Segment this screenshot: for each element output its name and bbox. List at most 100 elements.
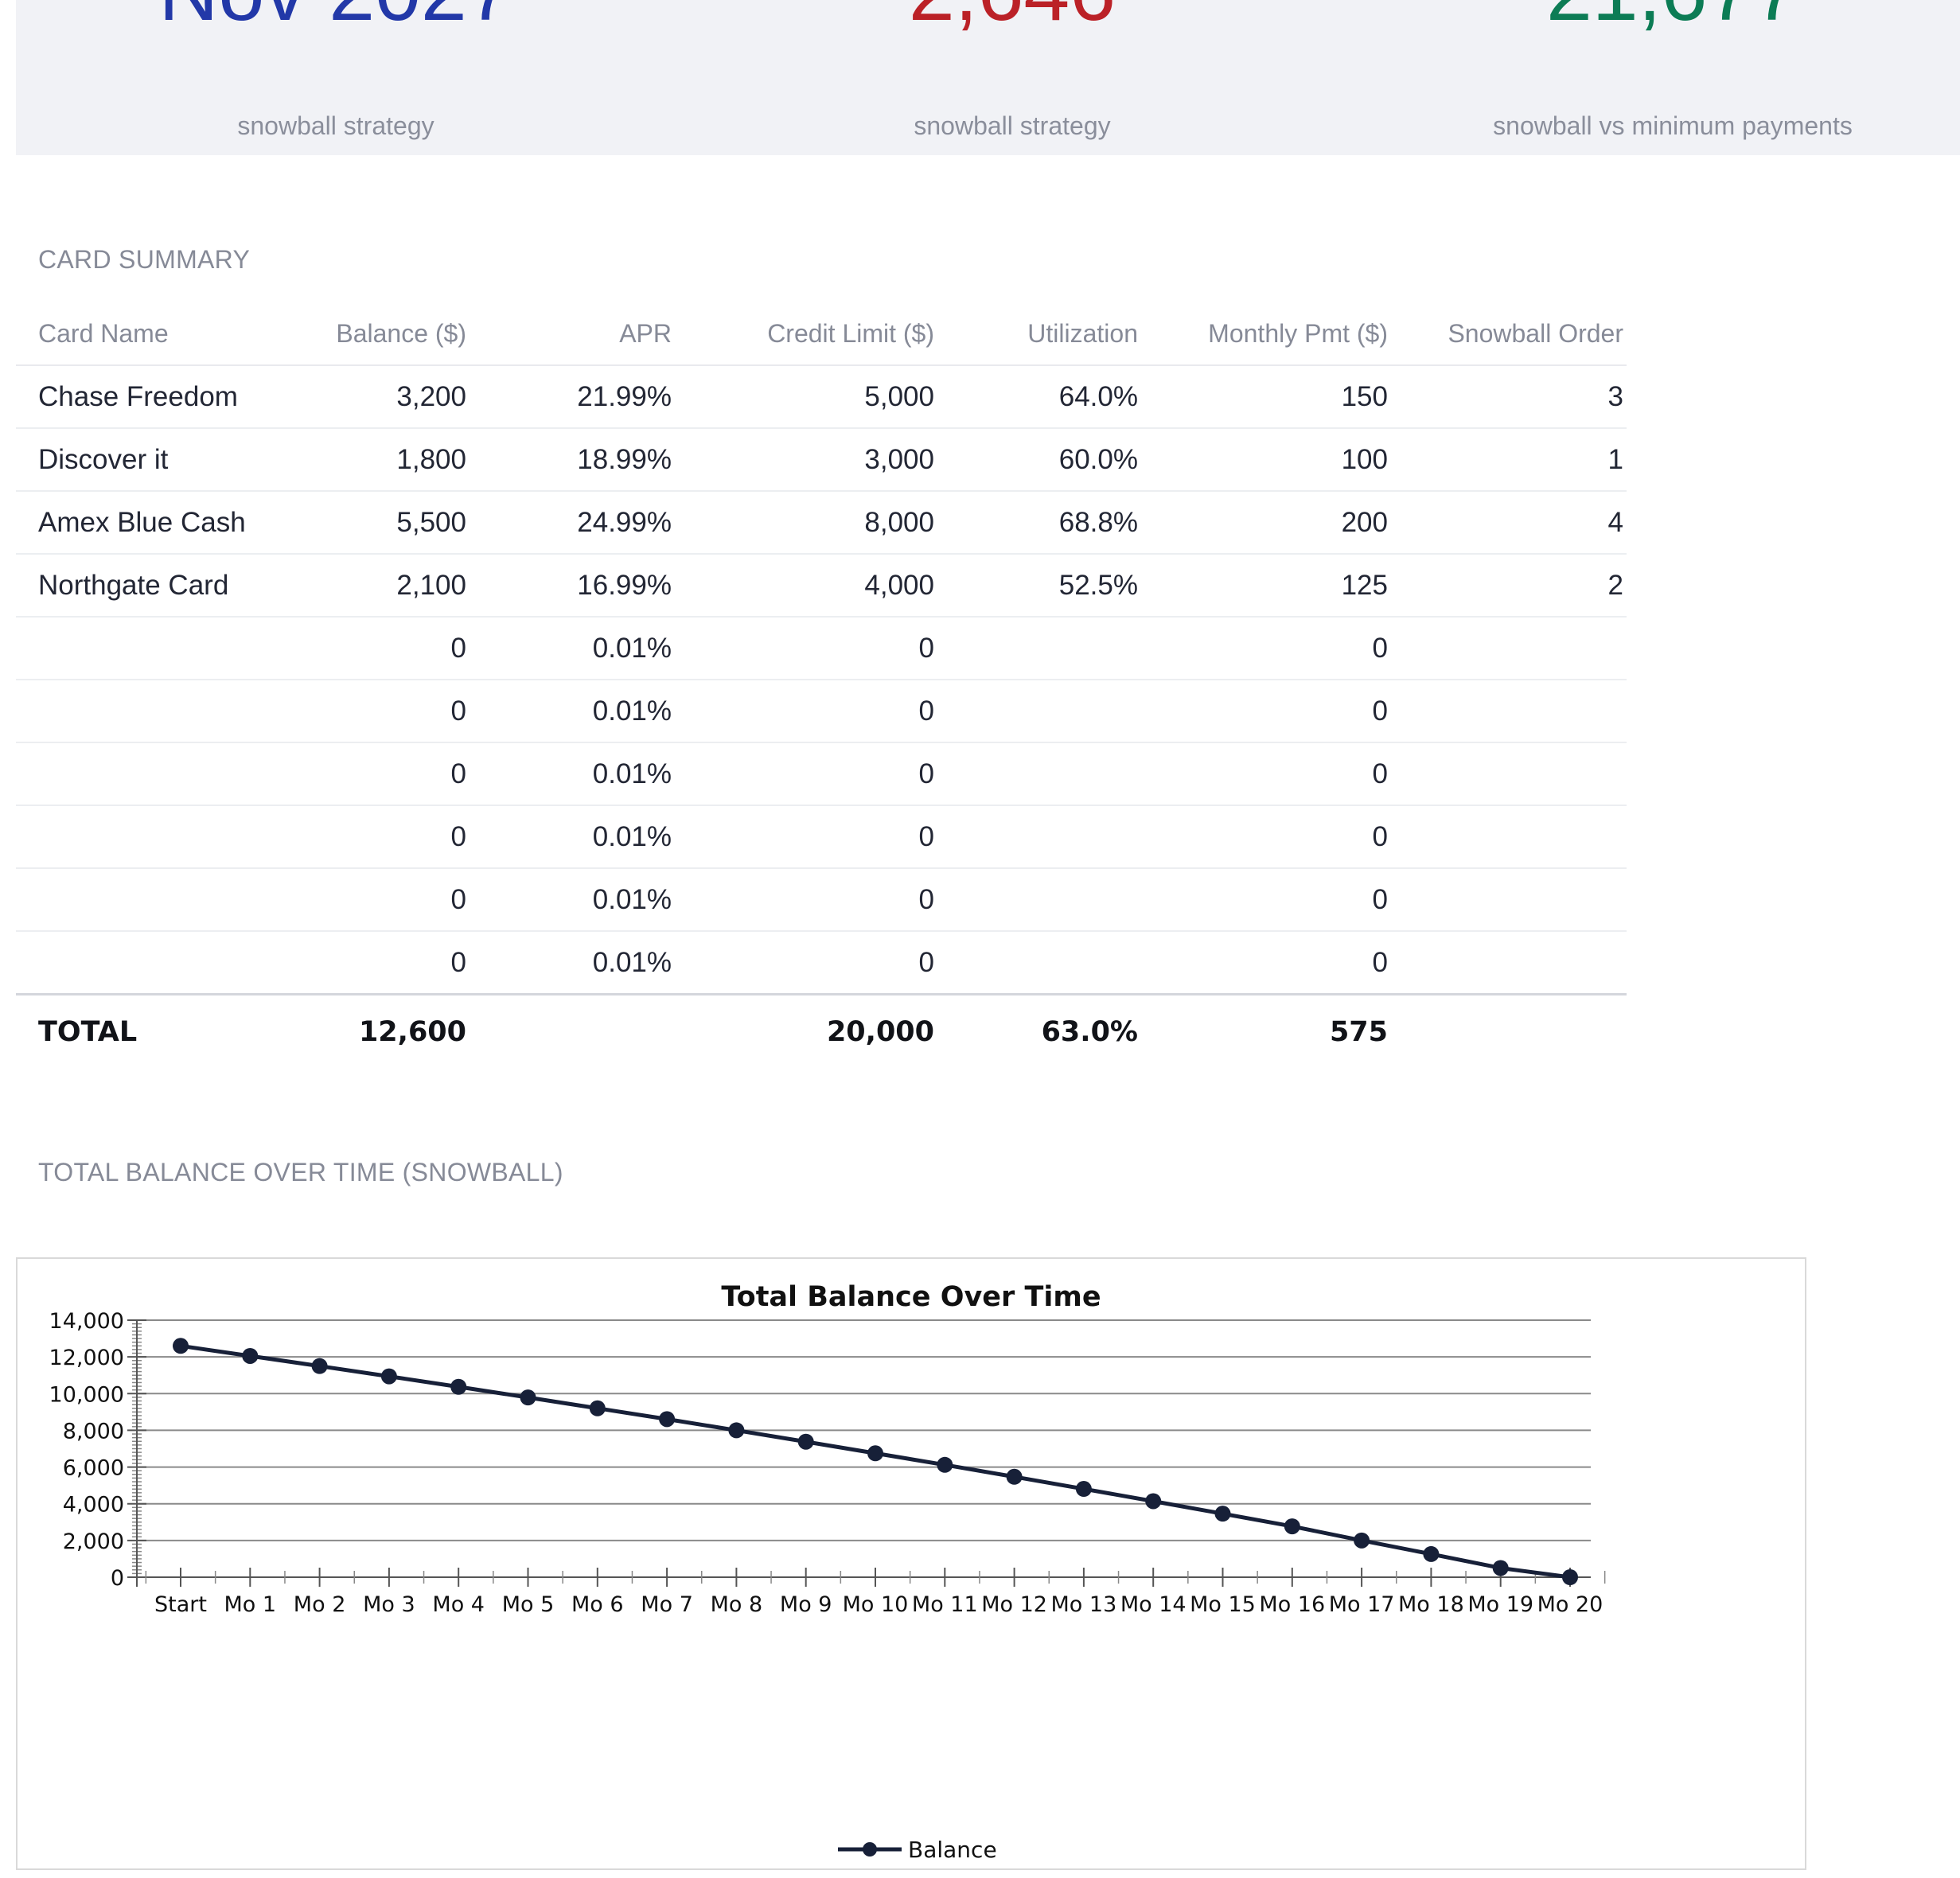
cell-balance: 5,500 xyxy=(255,491,470,555)
cell-apr: 16.99% xyxy=(470,554,675,618)
data-point[interactable] xyxy=(589,1400,606,1416)
data-point[interactable] xyxy=(520,1389,536,1406)
data-point[interactable] xyxy=(311,1358,328,1374)
y-tick-label: 14,000 xyxy=(49,1309,124,1334)
card-summary-table: Card Name Balance ($) APR Credit Limit (… xyxy=(16,302,1627,1069)
kpi-caption: snowball strategy xyxy=(237,111,434,140)
data-point[interactable] xyxy=(1354,1532,1370,1549)
cell-card-name xyxy=(16,742,255,806)
table-row[interactable]: 0 0.01% 0 0 xyxy=(16,868,1627,932)
cell-credit-limit: 8,000 xyxy=(675,491,937,555)
total-snowball-order xyxy=(1391,995,1627,1070)
data-point[interactable] xyxy=(659,1411,676,1428)
cell-apr: 0.01% xyxy=(470,805,675,869)
y-tick-label: 4,000 xyxy=(63,1493,124,1518)
cell-balance: 0 xyxy=(255,680,470,743)
data-point[interactable] xyxy=(1492,1560,1509,1576)
column-header-utilization[interactable]: Utilization xyxy=(937,302,1141,366)
column-header-monthly-payment[interactable]: Monthly Pmt ($) xyxy=(1141,302,1391,366)
table-row[interactable]: 0 0.01% 0 0 xyxy=(16,742,1627,806)
table-row[interactable]: Amex Blue Cash 5,500 24.99% 8,000 68.8% 200 4 xyxy=(16,491,1627,555)
cell-credit-limit: 4,000 xyxy=(675,554,937,618)
data-point[interactable] xyxy=(1284,1518,1300,1535)
chart-y-axis: 0 2,000 4,000 6,000 8,000 10,000 12,000 14,000 xyxy=(49,1309,146,1591)
cell-utilization xyxy=(937,680,1141,743)
balance-chart: Total Balance Over Time 0 2,000 4,000 6,000… xyxy=(16,1257,1806,1870)
cell-utilization: 52.5% xyxy=(937,554,1141,618)
table-row[interactable]: 0 0.01% 0 0 xyxy=(16,931,1627,995)
data-point[interactable] xyxy=(728,1422,745,1439)
cell-monthly-payment: 150 xyxy=(1141,365,1391,429)
legend-marker xyxy=(863,1842,877,1857)
cell-balance: 0 xyxy=(255,931,470,995)
table-row[interactable]: 0 0.01% 0 0 xyxy=(16,805,1627,869)
column-header-card-name[interactable]: Card Name xyxy=(16,302,255,366)
cell-snowball-order xyxy=(1391,742,1627,806)
kpi-savings: 21,677 snowball vs minimum payments xyxy=(1353,0,1960,155)
column-header-balance[interactable]: Balance ($) xyxy=(255,302,470,366)
cell-snowball-order: 2 xyxy=(1391,554,1627,618)
cell-snowball-order xyxy=(1391,805,1627,869)
data-point[interactable] xyxy=(450,1378,467,1395)
x-tick-label: Mo 11 xyxy=(912,1592,978,1617)
data-point[interactable] xyxy=(867,1445,883,1462)
cell-utilization: 64.0% xyxy=(937,365,1141,429)
data-point[interactable] xyxy=(173,1338,189,1354)
x-tick-label: Mo 2 xyxy=(294,1592,346,1617)
data-point[interactable] xyxy=(1006,1468,1023,1485)
data-point[interactable] xyxy=(937,1456,953,1473)
legend-label: Balance xyxy=(908,1837,997,1863)
cell-monthly-payment: 100 xyxy=(1141,428,1391,492)
card-rows: Chase Freedom 3,200 21.99% 5,000 64.0% 150 3 Di… xyxy=(16,365,1627,995)
data-point[interactable] xyxy=(1562,1569,1578,1585)
x-tick-label: Mo 19 xyxy=(1467,1592,1533,1617)
x-tick-label: Mo 10 xyxy=(843,1592,909,1617)
cell-snowball-order: 3 xyxy=(1391,365,1627,429)
column-header-snowball-order[interactable]: Snowball Order xyxy=(1391,302,1627,366)
table-row[interactable]: 0 0.01% 0 0 xyxy=(16,680,1627,743)
table-row[interactable]: Discover it 1,800 18.99% 3,000 60.0% 100 1 xyxy=(16,428,1627,492)
cell-snowball-order xyxy=(1391,617,1627,680)
cell-utilization: 60.0% xyxy=(937,428,1141,492)
cell-snowball-order xyxy=(1391,931,1627,995)
data-point[interactable] xyxy=(1145,1493,1162,1510)
data-point[interactable] xyxy=(797,1433,814,1450)
x-tick-label: Mo 8 xyxy=(711,1592,763,1617)
cell-balance: 0 xyxy=(255,617,470,680)
chart-title: Total Balance Over Time xyxy=(721,1281,1101,1313)
cell-utilization xyxy=(937,868,1141,932)
y-tick-label: 2,000 xyxy=(63,1529,124,1554)
data-point[interactable] xyxy=(1075,1481,1092,1498)
total-utilization: 63.0% xyxy=(1041,1016,1138,1048)
cell-apr: 0.01% xyxy=(470,680,675,743)
data-point[interactable] xyxy=(242,1347,259,1364)
cell-card-name xyxy=(16,680,255,743)
data-point[interactable] xyxy=(380,1368,397,1385)
x-tick-label: Mo 14 xyxy=(1120,1592,1187,1617)
chart-x-axis: Start Mo 1 Mo 2 Mo 3 Mo 4 Mo 5 Mo 6 Mo 7 Mo 8 Mo … xyxy=(137,1568,1606,1617)
cell-balance: 1,800 xyxy=(255,428,470,492)
x-tick-label: Mo 4 xyxy=(432,1592,485,1617)
kpi-band: Nov 2027 snowball strategy 2,646 snowbal… xyxy=(16,0,1960,155)
x-tick-label: Start xyxy=(154,1592,207,1617)
cell-credit-limit: 0 xyxy=(675,868,937,932)
total-monthly-payment: 575 xyxy=(1329,1016,1388,1048)
x-tick-label: Mo 17 xyxy=(1329,1592,1395,1617)
cell-card-name: Chase Freedom xyxy=(16,365,255,429)
table-row[interactable]: Northgate Card 2,100 16.99% 4,000 52.5% 125 2 xyxy=(16,554,1627,618)
x-tick-label: Mo 15 xyxy=(1190,1592,1256,1617)
column-header-credit-limit[interactable]: Credit Limit ($) xyxy=(675,302,937,366)
cell-card-name xyxy=(16,805,255,869)
table-header-row: Card Name Balance ($) APR Credit Limit (… xyxy=(16,302,1627,366)
data-point[interactable] xyxy=(1214,1506,1231,1522)
column-header-apr[interactable]: APR xyxy=(470,302,675,366)
balance-over-time-heading: TOTAL BALANCE OVER TIME (SNOWBALL) xyxy=(38,1158,563,1186)
cell-monthly-payment: 0 xyxy=(1141,680,1391,743)
total-apr xyxy=(470,995,675,1070)
table-row[interactable]: Chase Freedom 3,200 21.99% 5,000 64.0% 150 3 xyxy=(16,365,1627,429)
cell-apr: 21.99% xyxy=(470,365,675,429)
cell-monthly-payment: 0 xyxy=(1141,742,1391,806)
cell-credit-limit: 0 xyxy=(675,617,937,680)
data-point[interactable] xyxy=(1423,1545,1440,1562)
table-row[interactable]: 0 0.01% 0 0 xyxy=(16,617,1627,680)
